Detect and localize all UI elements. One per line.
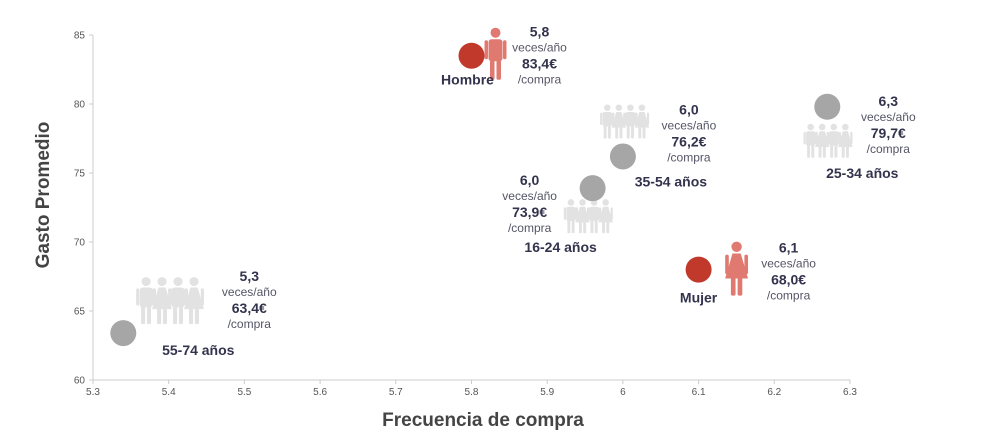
spend-value: 76,2€ [671, 133, 706, 149]
frequency-unit: veces/año [502, 189, 557, 203]
y-tick-label: 60 [74, 376, 86, 387]
person-figure [184, 277, 204, 325]
scatter-point [579, 175, 606, 202]
people-group-icon [136, 277, 204, 325]
y-tick-label: 80 [74, 100, 86, 111]
x-tick-label: 6.1 [692, 387, 706, 398]
spend-unit: /compra [767, 289, 811, 303]
x-tick-label: 5.4 [162, 387, 176, 398]
scatter-point [609, 143, 636, 170]
person-figure [136, 277, 157, 325]
spend-unit: /compra [667, 150, 711, 164]
frequency-value: 5,8 [530, 24, 550, 40]
man-icon [484, 27, 507, 80]
segment-label: 55-74 años [162, 342, 235, 358]
y-tick-label: 70 [74, 238, 86, 249]
y-tick-label: 75 [74, 169, 86, 180]
scatter-point [110, 320, 137, 347]
frequency-value: 6,3 [879, 93, 899, 109]
frequency-value: 6,1 [779, 240, 799, 256]
x-tick-label: 6 [620, 387, 626, 398]
spend-value: 83,4€ [522, 56, 557, 72]
spend-unit: /compra [228, 317, 272, 331]
y-tick-label: 85 [74, 31, 86, 42]
person-figure [168, 277, 188, 325]
spend-unit: /compra [867, 142, 911, 156]
person-figure [598, 199, 613, 234]
frequency-value: 6,0 [520, 172, 540, 188]
spend-value: 68,0€ [771, 272, 806, 288]
x-tick-label: 6.2 [767, 387, 781, 398]
x-tick-label: 5.8 [465, 387, 479, 398]
scatter-point [685, 256, 712, 283]
spend-unit: /compra [508, 221, 552, 235]
segment-label: 35-54 años [635, 173, 708, 189]
people-group-icon [803, 123, 853, 158]
ticks: 5.3 5.4 5.5 5.6 5.7 5.8 5.9 6 6.1 6.2 6.3 60 65 70 75 8… [74, 31, 858, 399]
person-figure [634, 104, 650, 139]
segment-label: Hombre [441, 72, 494, 88]
y-axis-title: Gasto Promedio [33, 122, 54, 269]
x-tick-label: 5.6 [313, 387, 327, 398]
frequency-unit: veces/año [222, 285, 277, 299]
woman-icon [725, 241, 749, 296]
spend-value: 73,9€ [512, 204, 547, 220]
y-tick-label: 65 [74, 307, 86, 318]
x-tick-label: 6.3 [843, 387, 857, 398]
frequency-unit: veces/año [861, 110, 916, 124]
x-tick-label: 5.5 [237, 387, 251, 398]
frequency-value: 6,0 [679, 101, 699, 117]
x-tick-label: 5.3 [86, 387, 100, 398]
data-marks: 5,8veces/año83,4€/compraHombre6,1veces/a… [110, 24, 916, 358]
segment-label: 16-24 años [524, 239, 597, 255]
spend-value: 63,4€ [232, 300, 267, 316]
people-group-icon [563, 199, 613, 234]
person-figure [815, 123, 830, 158]
person-figure [623, 104, 638, 139]
person-figure [826, 123, 841, 158]
person-figure [838, 123, 853, 158]
scatter-point [814, 93, 841, 120]
frequency-value: 5,3 [240, 268, 260, 284]
segment-label: Mujer [680, 290, 718, 306]
x-axis-title: Frecuencia de compra [382, 410, 584, 431]
x-tick-label: 5.9 [540, 387, 554, 398]
person-figure [611, 104, 627, 139]
frequency-unit: veces/año [512, 41, 567, 55]
frequency-unit: veces/año [662, 118, 717, 132]
spend-unit: /compra [518, 73, 562, 87]
people-group-icon [600, 104, 650, 139]
x-tick-label: 5.7 [389, 387, 403, 398]
segment-label: 25-34 años [826, 165, 899, 181]
frequency-unit: veces/año [761, 257, 816, 271]
spend-value: 79,7€ [871, 125, 906, 141]
scatter-point [458, 42, 485, 69]
